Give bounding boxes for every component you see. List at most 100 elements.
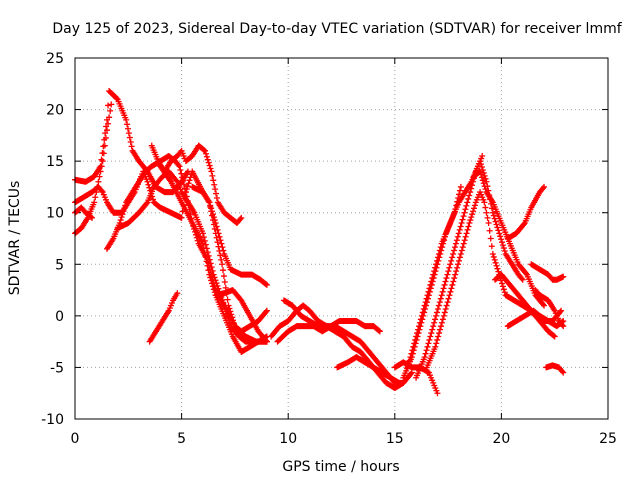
- data-point: [417, 316, 424, 323]
- data-point: [207, 274, 214, 281]
- data-point: [426, 336, 433, 343]
- data-point: [105, 120, 112, 127]
- series-track2: [72, 168, 270, 288]
- data-point: [94, 183, 101, 190]
- data-point: [422, 350, 429, 357]
- data-point: [460, 240, 467, 247]
- data-point: [427, 281, 434, 288]
- data-point: [175, 162, 182, 169]
- data-point: [436, 330, 443, 337]
- data-point: [202, 147, 209, 154]
- data-point: [484, 214, 491, 221]
- data-point: [455, 257, 462, 264]
- data-point: [465, 223, 472, 230]
- data-point: [436, 299, 443, 306]
- data-point: [214, 239, 221, 246]
- data-point: [200, 234, 207, 241]
- data-point: [436, 247, 443, 254]
- tick-labels: 0 5 10 15 20 25 -10 -5 0 5 10 15 20 25: [41, 51, 617, 447]
- data-point: [228, 311, 235, 318]
- data-point: [483, 209, 490, 216]
- data-point: [423, 295, 430, 302]
- data-point: [181, 185, 188, 192]
- data-point: [443, 275, 450, 282]
- data-point: [396, 379, 403, 386]
- data-point: [89, 214, 96, 221]
- data-point: [455, 261, 462, 268]
- data-point: [143, 200, 150, 207]
- series-track26: [528, 261, 567, 283]
- y-tick-label: 15: [46, 154, 64, 170]
- data-point: [492, 259, 499, 266]
- data-point: [113, 95, 120, 102]
- y-tick-label: 20: [46, 103, 64, 119]
- data-point: [207, 260, 214, 267]
- series-track18: [404, 152, 486, 371]
- data-point: [174, 290, 181, 297]
- data-point: [480, 180, 487, 187]
- data-point: [558, 307, 565, 314]
- y-tick-label: 25: [46, 51, 64, 67]
- data-point: [488, 205, 495, 212]
- data-point: [481, 183, 488, 190]
- data-point: [125, 130, 132, 137]
- data-point: [423, 347, 430, 354]
- data-point: [499, 283, 506, 290]
- data-point: [468, 185, 475, 192]
- data-point: [437, 326, 444, 333]
- data-point: [457, 183, 464, 190]
- data-point: [433, 340, 440, 347]
- data-point: [440, 312, 447, 319]
- data-point: [560, 273, 567, 280]
- data-point: [551, 333, 558, 340]
- data-point: [458, 220, 465, 227]
- data-point: [412, 336, 419, 343]
- data-point: [447, 261, 454, 268]
- data-point: [207, 203, 214, 210]
- data-point: [437, 244, 444, 251]
- data-point: [178, 214, 185, 221]
- data-point: [428, 330, 435, 337]
- data-point: [98, 187, 105, 194]
- series-track20: [423, 189, 558, 371]
- data-point: [209, 212, 216, 219]
- data-point: [499, 242, 506, 249]
- data-point: [467, 217, 474, 224]
- data-point: [448, 285, 455, 292]
- data-point: [430, 271, 437, 278]
- series-track12: [268, 302, 415, 386]
- data-point: [238, 214, 245, 221]
- data-point: [209, 217, 216, 224]
- data-point: [421, 302, 428, 309]
- data-point: [456, 254, 463, 261]
- data-point: [426, 285, 433, 292]
- series-track19: [413, 158, 526, 381]
- data-point: [181, 181, 188, 188]
- data-point: [205, 267, 212, 274]
- data-point: [463, 202, 470, 209]
- data-point: [559, 321, 566, 328]
- data-point: [500, 245, 507, 252]
- data-point: [478, 174, 485, 181]
- data-point: [461, 237, 468, 244]
- data-point: [207, 165, 214, 172]
- data-point: [93, 189, 100, 196]
- data-point: [464, 226, 471, 233]
- data-point: [432, 316, 439, 323]
- data-point: [186, 177, 193, 184]
- data-point: [452, 240, 459, 247]
- data-point: [415, 326, 422, 333]
- data-point: [88, 214, 95, 221]
- data-point: [149, 196, 156, 203]
- series-track6: [114, 168, 270, 345]
- data-point: [126, 134, 133, 141]
- data-point: [220, 273, 227, 280]
- data-point: [454, 233, 461, 240]
- data-point: [410, 343, 417, 350]
- data-point: [452, 271, 459, 278]
- data-point: [96, 173, 103, 180]
- data-point: [176, 163, 183, 170]
- data-point: [407, 354, 414, 361]
- data-point: [501, 289, 508, 296]
- data-point: [541, 302, 548, 309]
